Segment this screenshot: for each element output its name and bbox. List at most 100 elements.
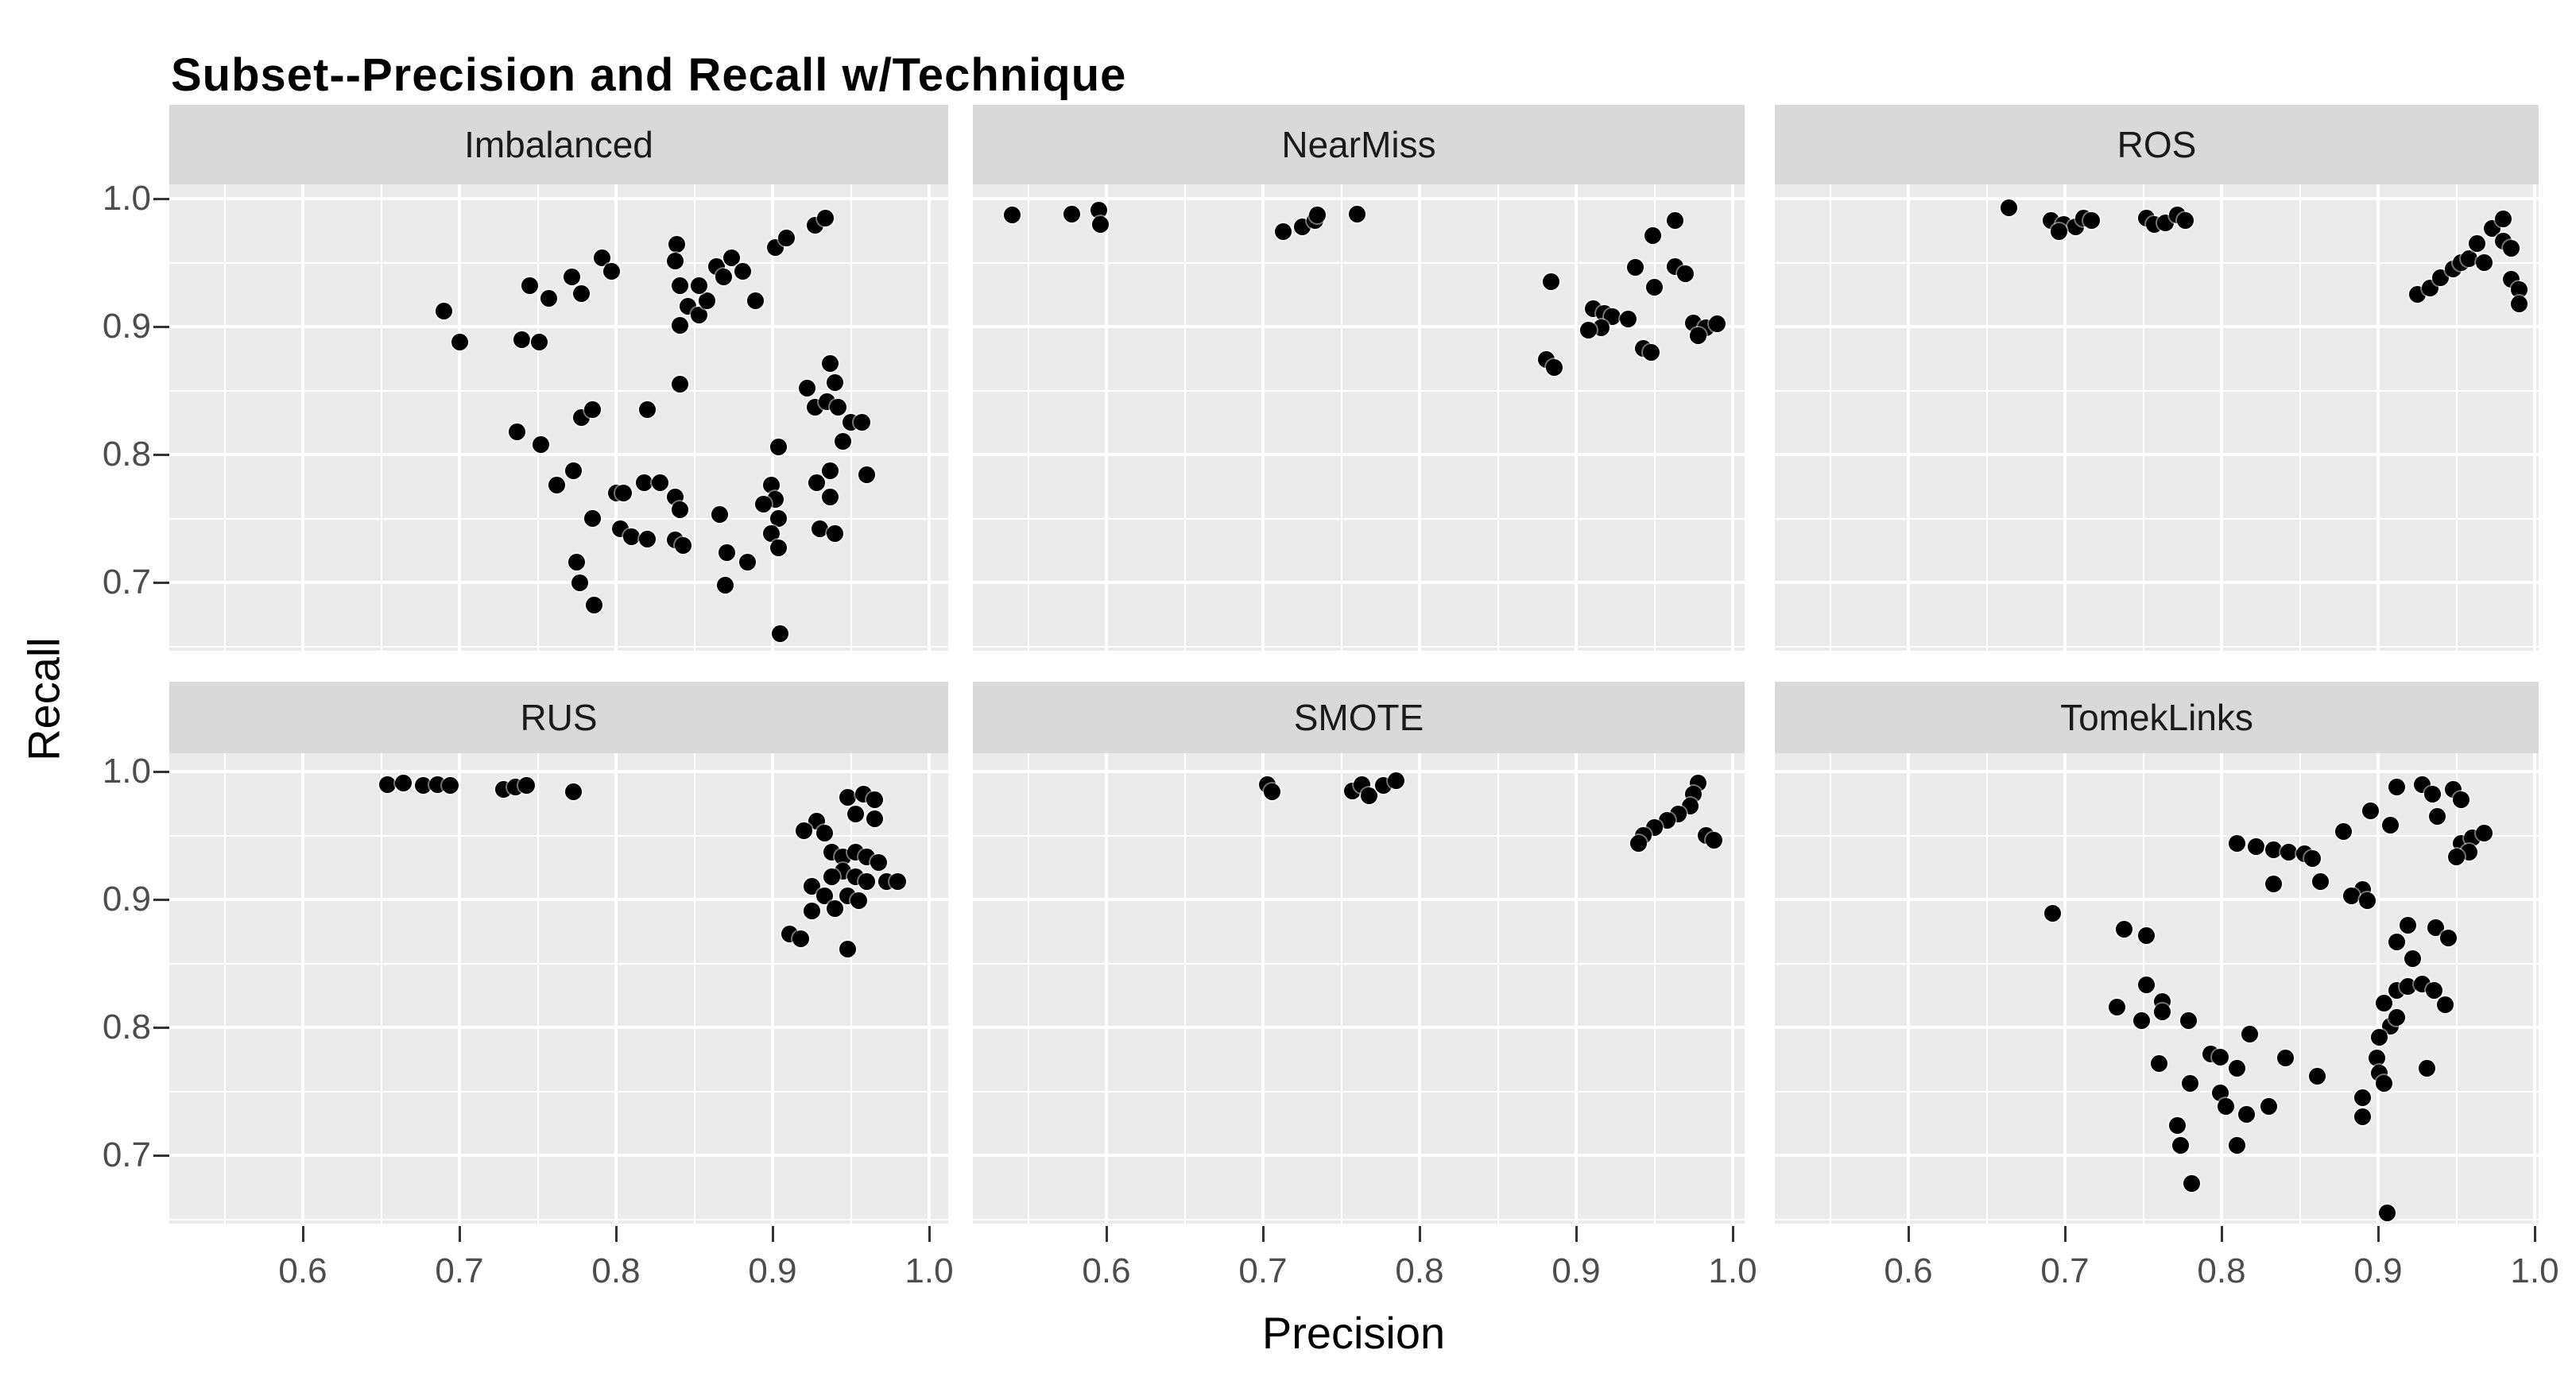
data-point	[651, 474, 668, 491]
data-point	[518, 777, 536, 795]
data-point	[719, 544, 736, 562]
x-tick-label: 0.9	[748, 1251, 797, 1290]
data-point	[2153, 1004, 2171, 1021]
data-point	[2241, 1025, 2258, 1042]
data-point	[2277, 1050, 2295, 1067]
data-point	[835, 433, 852, 451]
data-point	[573, 284, 591, 302]
x-tick-mark	[301, 1226, 304, 1242]
facet-strip-label: RUS	[520, 697, 598, 738]
data-point	[532, 435, 549, 453]
data-point	[698, 292, 715, 310]
data-point	[811, 520, 828, 537]
data-point	[866, 791, 883, 808]
gridline-minor	[973, 517, 1745, 520]
x-tick-mark	[2063, 1226, 2067, 1242]
data-point	[835, 849, 852, 866]
data-point	[565, 783, 583, 801]
data-point	[1593, 319, 1610, 337]
data-point	[2476, 824, 2493, 841]
gridline-minor	[1775, 1090, 2539, 1093]
gridline-major	[169, 1026, 948, 1029]
data-point	[1542, 273, 1559, 291]
gridline-minor	[1775, 389, 2539, 392]
data-point	[2280, 843, 2298, 861]
gridline-major	[458, 753, 461, 1224]
x-tick-label: 0.6	[1884, 1251, 1933, 1290]
gridline-minor	[169, 1090, 948, 1093]
data-point	[2150, 1054, 2167, 1072]
data-point	[2421, 280, 2438, 297]
facet-ros: ROS	[1775, 105, 2539, 651]
data-point	[2264, 841, 2282, 858]
data-point	[2440, 929, 2458, 946]
gridline-minor	[1183, 184, 1186, 651]
gridline-minor	[2455, 184, 2458, 651]
data-point	[2229, 1136, 2246, 1154]
gridline-minor	[1775, 261, 2539, 264]
gridline-major	[1775, 770, 2539, 773]
data-point	[530, 333, 548, 350]
x-tick-label: 0.6	[1082, 1251, 1131, 1290]
data-point	[2460, 843, 2477, 861]
facet-strip: Imbalanced	[169, 105, 948, 184]
data-point	[2476, 254, 2493, 271]
x-tick-mark	[2533, 1226, 2536, 1242]
gridline-major	[169, 770, 948, 773]
gridline-minor	[1653, 753, 1656, 1224]
data-point	[2303, 849, 2321, 867]
gridline-minor	[537, 753, 539, 1224]
data-point	[792, 930, 809, 948]
data-point	[690, 307, 707, 323]
data-point	[690, 277, 707, 294]
gridline-minor	[693, 184, 695, 651]
y-tick-label: 0.7	[102, 1135, 151, 1174]
data-point	[1666, 211, 1683, 229]
data-point	[2399, 977, 2416, 995]
gridline-major	[1261, 184, 1265, 651]
gridline-minor	[169, 1218, 948, 1220]
facet-strip-label: TomekLinks	[2060, 697, 2253, 738]
gridline-major	[2063, 753, 2067, 1224]
data-point	[2182, 1075, 2199, 1093]
gridline-major	[1575, 753, 1578, 1224]
data-point	[770, 510, 788, 527]
facet-panel	[1775, 753, 2539, 1224]
gridline-major	[973, 1154, 1745, 1157]
data-point	[1630, 834, 1648, 852]
data-point	[415, 777, 432, 795]
data-point	[772, 625, 789, 642]
data-point	[593, 249, 610, 266]
gridline-major	[2377, 753, 2380, 1224]
data-point	[889, 872, 907, 890]
x-tick-mark	[614, 1226, 618, 1242]
x-tick-mark	[1105, 1226, 1108, 1242]
data-point	[2108, 998, 2125, 1015]
gridline-major	[973, 581, 1745, 584]
data-point	[2335, 823, 2353, 841]
gridline-minor	[1775, 962, 2539, 965]
facet-strip-label: NearMiss	[1281, 124, 1436, 165]
facet-nearmiss: NearMiss	[973, 105, 1745, 651]
data-point	[846, 805, 864, 822]
data-point	[1627, 259, 1644, 277]
gridline-minor	[1497, 753, 1499, 1224]
y-tick-label: 0.8	[102, 1008, 151, 1046]
data-point	[2510, 295, 2528, 312]
data-point	[2000, 199, 2017, 216]
data-point	[1580, 322, 1598, 339]
gridline-minor	[223, 184, 226, 651]
data-point	[827, 525, 844, 543]
gridline-minor	[380, 184, 382, 651]
facet-strip: TomekLinks	[1775, 682, 2539, 753]
data-point	[2502, 240, 2520, 257]
data-point	[2368, 1050, 2385, 1067]
data-point	[2432, 269, 2450, 287]
gridline-major	[973, 325, 1745, 328]
data-point	[1091, 215, 1109, 233]
data-point	[711, 506, 728, 524]
gridline-major	[1105, 753, 1108, 1224]
y-tick-mark	[153, 197, 169, 200]
gridline-major	[1775, 581, 2539, 584]
gridline-minor	[2142, 184, 2144, 651]
